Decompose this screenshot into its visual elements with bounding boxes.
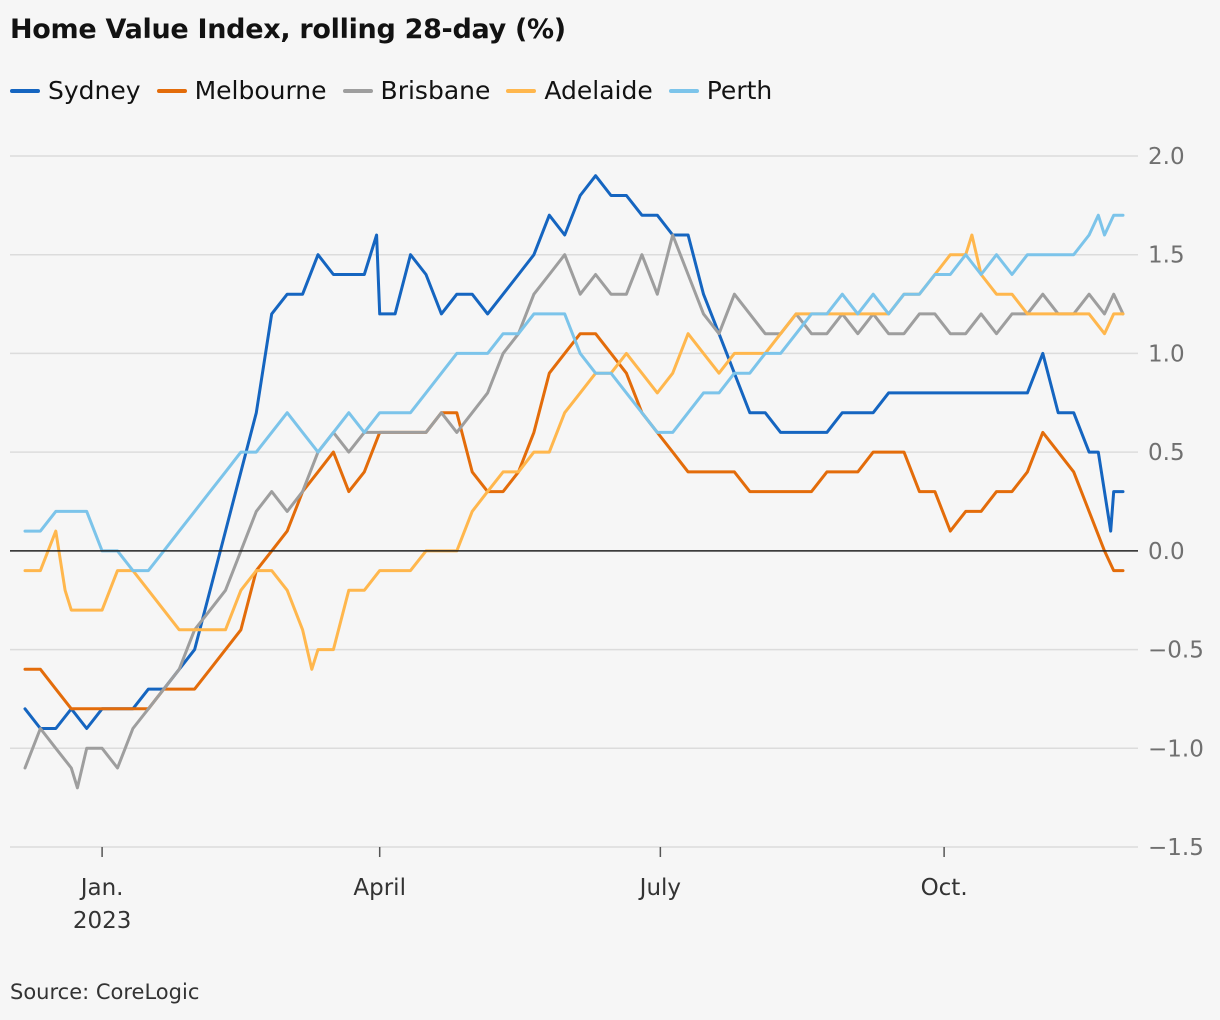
legend-item-brisbane: Brisbane: [342, 76, 491, 105]
legend-item-melbourne: Melbourne: [156, 76, 327, 105]
x-tick-sublabel: 2023: [73, 908, 132, 934]
legend-item-perth: Perth: [668, 76, 773, 105]
legend-swatch: [506, 88, 537, 93]
chart-title: Home Value Index, rolling 28-day (%): [10, 14, 566, 45]
y-tick-label: 0.0: [1148, 539, 1185, 565]
series-line-melbourne: [23, 332, 1125, 711]
legend-item-sydney: Sydney: [10, 76, 141, 105]
legend-swatch: [10, 88, 40, 93]
line-chart: 2.0 1.5 1.0 0.5 0.0 −0.5 −1.0 −1.5 Jan. 2023 April…: [10, 144, 1204, 934]
series-line-adelaide: [23, 233, 1125, 671]
source-note: Source: CoreLogic: [10, 980, 200, 1004]
legend-label: Perth: [706, 76, 773, 105]
legend-label: Sydney: [48, 76, 141, 105]
series-line-brisbane: [23, 233, 1125, 790]
legend-swatch: [342, 88, 373, 93]
y-tick-label: 2.0: [1148, 144, 1185, 170]
legend-label: Brisbane: [380, 76, 491, 105]
legend-label: Adelaide: [544, 76, 653, 105]
series-line-perth: [23, 213, 1125, 573]
series-line-sydney: [23, 174, 1125, 730]
legend: Sydney Melbourne Brisbane Adelaide Perth: [10, 76, 788, 105]
y-tick-label: −0.5: [1148, 638, 1204, 664]
x-tick-label: July: [638, 875, 681, 901]
legend-swatch: [668, 88, 699, 93]
y-tick-label: −1.0: [1148, 736, 1204, 762]
legend-swatch: [156, 88, 187, 93]
y-tick-label: 1.0: [1148, 341, 1185, 367]
y-tick-label: 1.5: [1148, 243, 1185, 269]
x-tick-label: Jan.: [79, 875, 124, 901]
y-tick-label: −1.5: [1148, 835, 1204, 861]
legend-item-adelaide: Adelaide: [506, 76, 653, 105]
x-tick-label: Oct.: [921, 875, 968, 901]
x-tick-label: April: [353, 875, 406, 901]
y-tick-label: 0.5: [1148, 440, 1185, 466]
legend-label: Melbourne: [194, 76, 327, 105]
